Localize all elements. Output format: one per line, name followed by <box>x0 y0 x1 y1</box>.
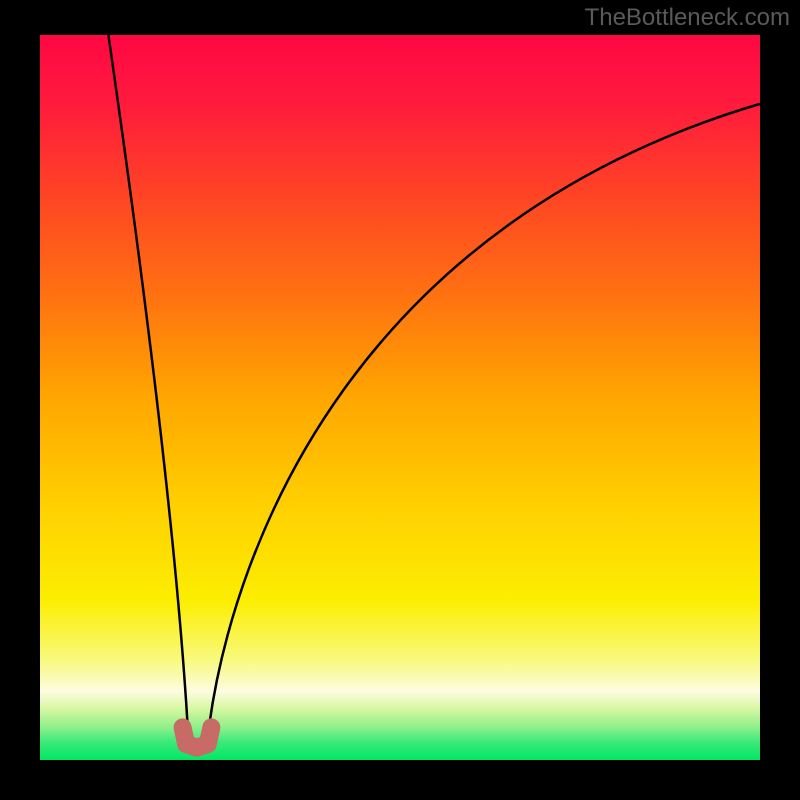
watermark-text: TheBottleneck.com <box>585 4 790 32</box>
chart-stage: TheBottleneck.com <box>0 0 800 800</box>
chart-svg <box>0 0 800 800</box>
